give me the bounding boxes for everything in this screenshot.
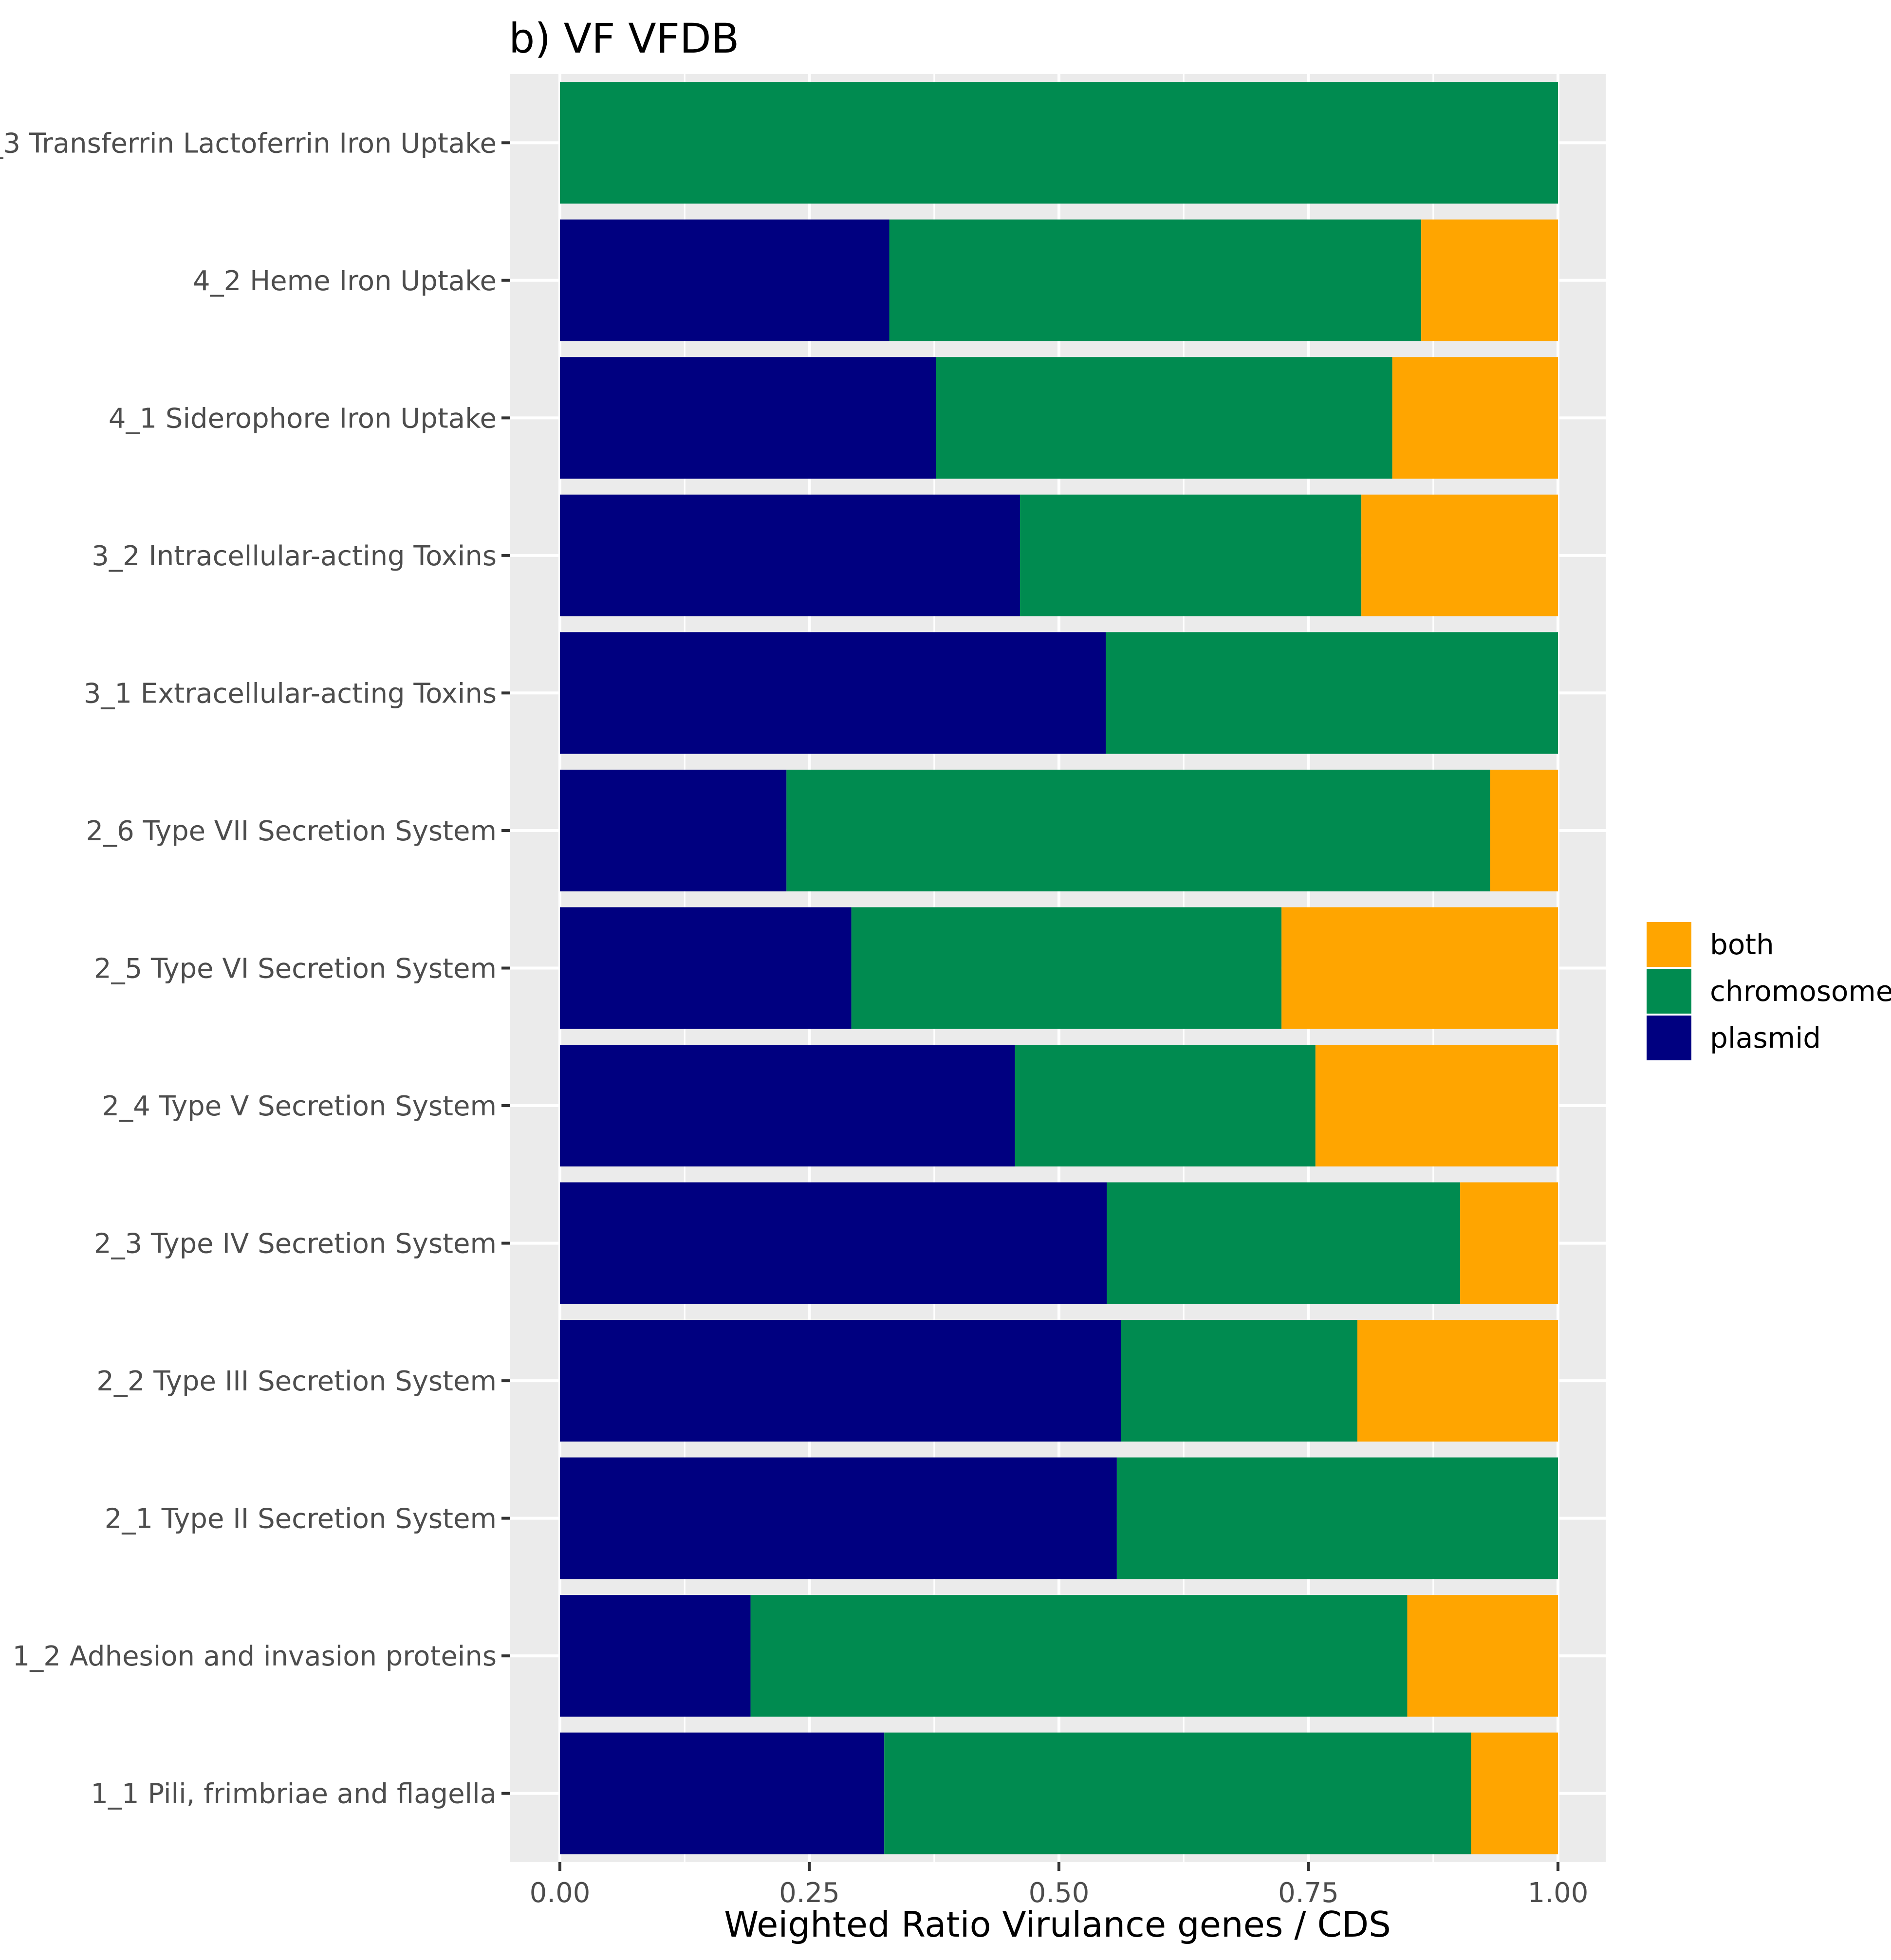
y-tick-label-2-1-type-ii-secretion-system: 2_1 Type II Secretion System	[105, 1503, 497, 1535]
x-tick-label: 0.00	[530, 1877, 591, 1909]
y-tick-label-4-1-siderophore-iron-uptake: 4_1 Siderophore Iron Uptake	[109, 403, 497, 434]
bar-plasmid-3-2-intracellular-acting-toxins	[560, 494, 1020, 616]
bar-both-4-1-siderophore-iron-uptake	[1392, 357, 1558, 479]
bar-chromosome-2-1-type-ii-secretion-system	[1116, 1457, 1558, 1579]
bar-both-4-2-heme-iron-uptake	[1421, 219, 1558, 341]
y-tick-label-2-4-type-v-secretion-system: 2_4 Type V Secretion System	[102, 1091, 497, 1122]
bar-both-2-6-type-vii-secretion-system	[1490, 769, 1558, 891]
bar-chromosome-3-2-intracellular-acting-toxins	[1020, 494, 1362, 616]
y-tick-label-4-2-heme-iron-uptake: 4_2 Heme Iron Uptake	[193, 265, 497, 297]
bar-both-2-5-type-vi-secretion-system	[1281, 907, 1558, 1029]
x-axis: 0.00 0.25 0.50 0.75 1.00	[530, 1862, 1589, 1909]
x-tick-label: 0.50	[1029, 1877, 1090, 1909]
bar-plasmid-2-3-type-iv-secretion-system	[560, 1182, 1107, 1304]
bar-chromosome-2-5-type-vi-secretion-system	[851, 907, 1282, 1029]
bar-plasmid-2-6-type-vii-secretion-system	[560, 769, 787, 891]
bar-both-2-4-type-v-secretion-system	[1315, 1045, 1558, 1167]
x-tick-label: 0.75	[1278, 1877, 1339, 1909]
y-tick-label-2-3-type-iv-secretion-system: 2_3 Type IV Secretion System	[94, 1228, 497, 1260]
bar-chromosome-4-1-siderophore-iron-uptake	[936, 357, 1392, 479]
bar-plasmid-3-1-extracellular-acting-toxins	[560, 632, 1106, 754]
bar-both-1-2-adhesion-and-invasion-proteins	[1407, 1595, 1558, 1717]
y-tick-label-1-1-pili-frimbriae-and-flagella: 1_1 Pili, frimbriae and flagella	[91, 1778, 497, 1810]
y-tick-label-4-3-transferrin-lactoferrin-iron-uptake: 4_3 Transferrin Lactoferrin Iron Uptake	[0, 128, 497, 159]
legend: both chromosome plasmid	[1647, 922, 1891, 1060]
bar-chromosome-1-1-pili-frimbriae-and-flagella	[884, 1732, 1471, 1854]
bar-chromosome-2-2-type-iii-secretion-system	[1121, 1320, 1357, 1442]
y-tick-label-3-2-intracellular-acting-toxins: 3_2 Intracellular-acting Toxins	[92, 540, 497, 572]
bar-chromosome-4-2-heme-iron-uptake	[889, 219, 1422, 341]
y-tick-label-2-6-type-vii-secretion-system: 2_6 Type VII Secretion System	[86, 815, 497, 847]
bar-both-2-2-type-iii-secretion-system	[1357, 1320, 1558, 1442]
bar-chromosome-1-2-adhesion-and-invasion-proteins	[750, 1595, 1408, 1717]
legend-label-plasmid: plasmid	[1710, 1021, 1821, 1054]
legend-key-chromosome	[1647, 969, 1691, 1014]
y-tick-label-3-1-extracellular-acting-toxins: 3_1 Extracellular-acting Toxins	[84, 678, 497, 709]
x-tick-label: 0.25	[779, 1877, 840, 1909]
bar-plasmid-4-2-heme-iron-uptake	[560, 219, 890, 341]
bar-plasmid-4-1-siderophore-iron-uptake	[560, 357, 936, 479]
bar-both-3-2-intracellular-acting-toxins	[1361, 494, 1558, 616]
legend-label-chromosome: chromosome	[1710, 975, 1891, 1008]
bar-chromosome-3-1-extracellular-acting-toxins	[1106, 632, 1558, 754]
y-tick-label-2-2-type-iii-secretion-system: 2_2 Type III Secretion System	[96, 1366, 497, 1397]
legend-label-both: both	[1710, 928, 1774, 961]
y-tick-label-1-2-adhesion-and-invasion-proteins: 1_2 Adhesion and invasion proteins	[13, 1641, 497, 1672]
bar-plasmid-2-2-type-iii-secretion-system	[560, 1320, 1121, 1442]
y-tick-label-2-5-type-vi-secretion-system: 2_5 Type VI Secretion System	[94, 953, 497, 985]
bar-plasmid-1-2-adhesion-and-invasion-proteins	[560, 1595, 751, 1717]
bar-chromosome-2-6-type-vii-secretion-system	[786, 769, 1490, 891]
bar-both-1-1-pili-frimbriae-and-flagella	[1471, 1732, 1558, 1854]
bar-plasmid-2-1-type-ii-secretion-system	[560, 1457, 1117, 1579]
chart-title: b) VF VFDB	[509, 15, 739, 62]
legend-key-plasmid	[1647, 1016, 1691, 1060]
bar-chromosome-4-3-transferrin-lactoferrin-iron-uptake	[560, 82, 1558, 204]
bars-group	[560, 82, 1558, 1854]
legend-key-both	[1647, 922, 1691, 967]
bar-both-2-3-type-iv-secretion-system	[1460, 1182, 1558, 1304]
bar-plasmid-2-5-type-vi-secretion-system	[560, 907, 852, 1029]
y-axis: 4_3 Transferrin Lactoferrin Iron Uptake 4…	[0, 128, 510, 1810]
bar-chromosome-2-3-type-iv-secretion-system	[1107, 1182, 1461, 1304]
bar-chromosome-2-4-type-v-secretion-system	[1015, 1045, 1316, 1167]
x-tick-label: 1.00	[1528, 1877, 1589, 1909]
bar-plasmid-1-1-pili-frimbriae-and-flagella	[560, 1732, 885, 1854]
x-axis-label: Weighted Ratio Virulance genes / CDS	[724, 1904, 1391, 1945]
bar-plasmid-2-4-type-v-secretion-system	[560, 1045, 1015, 1167]
